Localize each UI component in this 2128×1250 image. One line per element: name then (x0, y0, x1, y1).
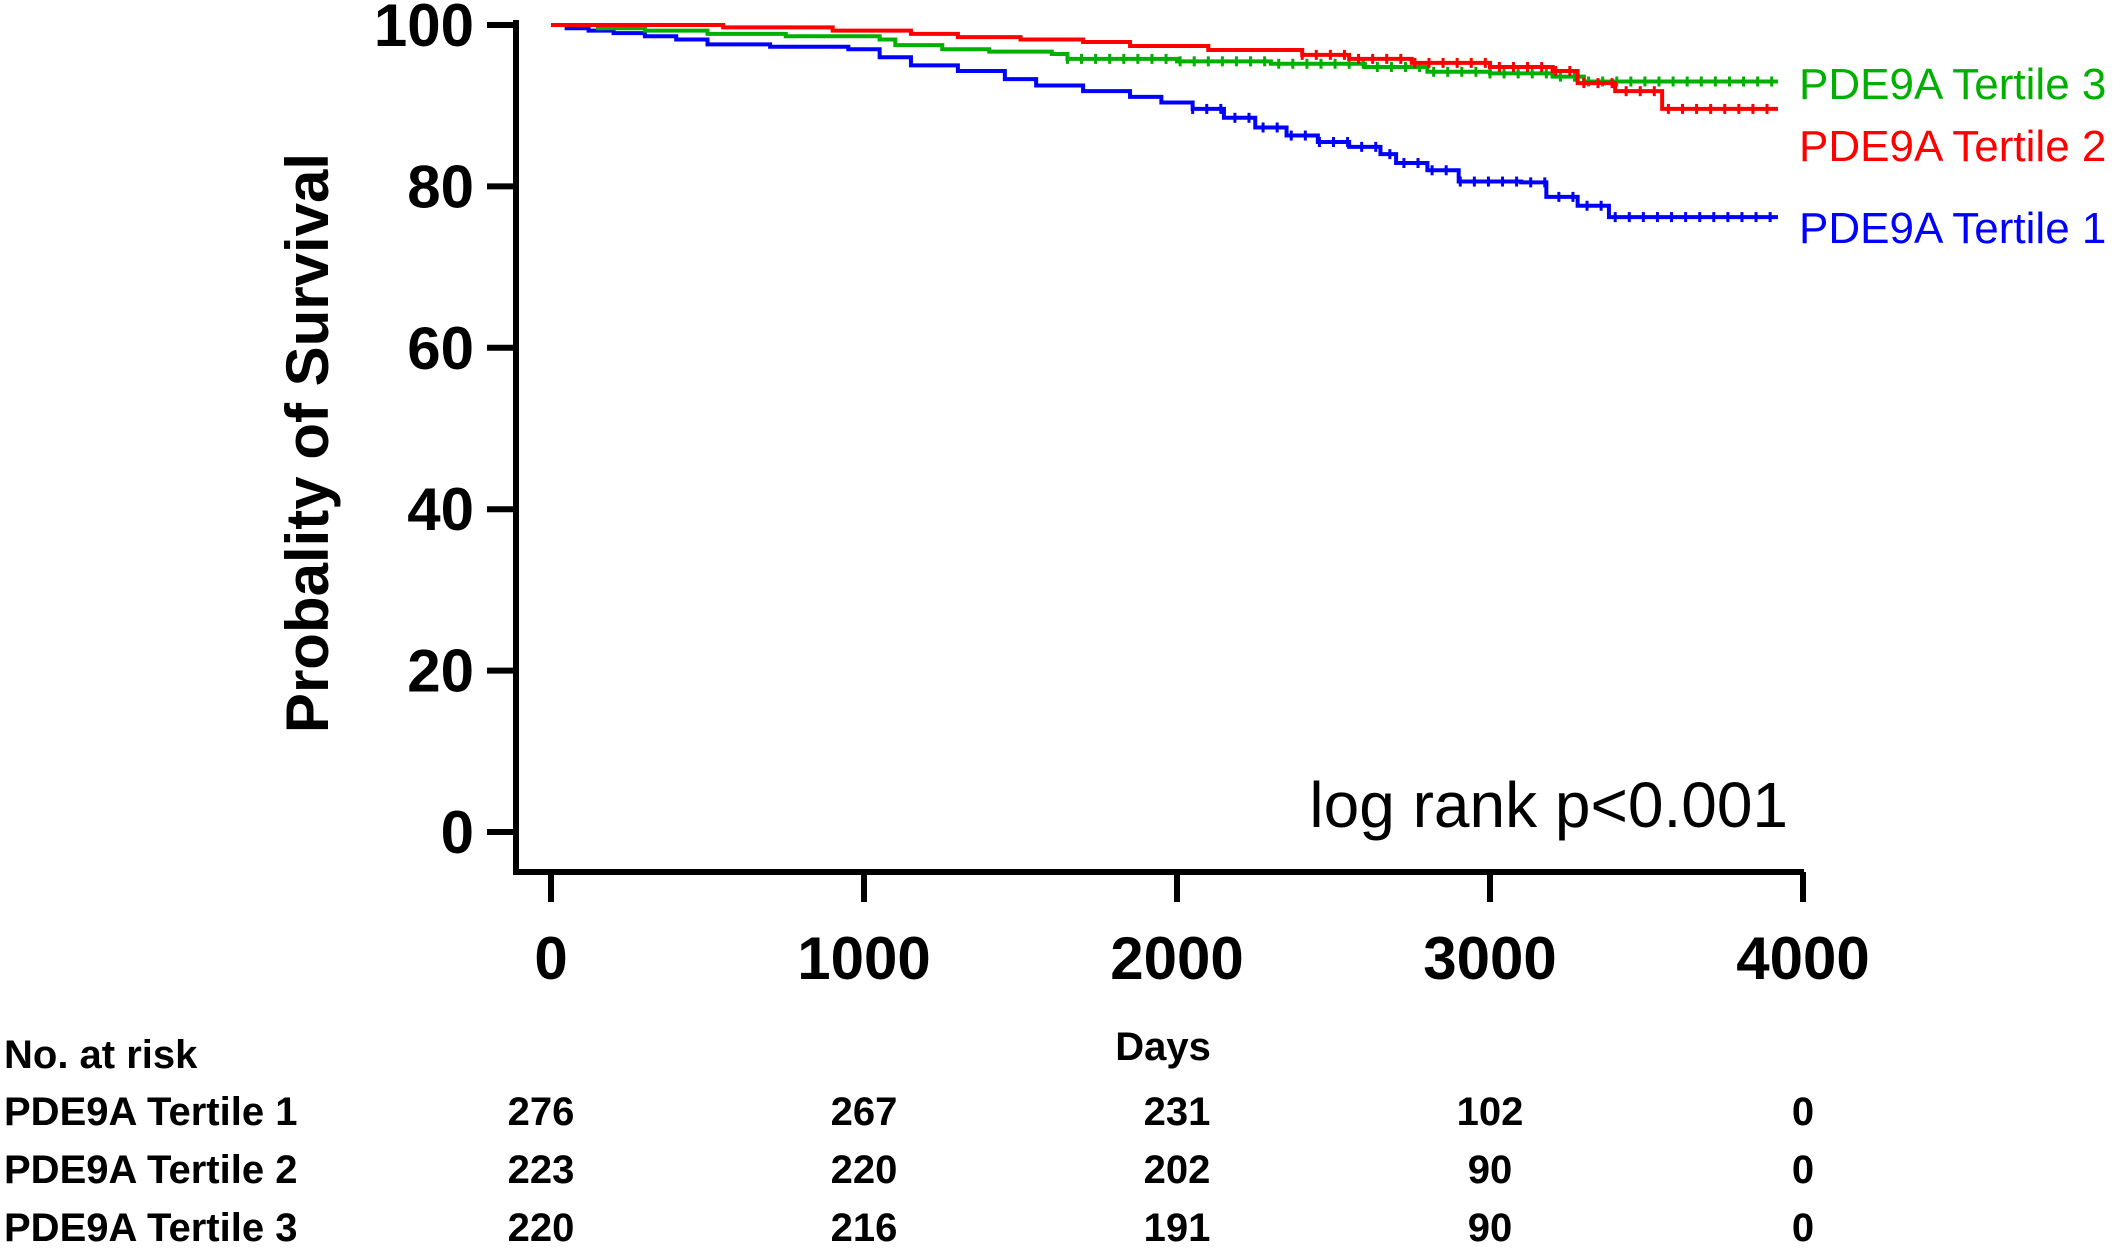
risk-count: 216 (831, 1206, 898, 1250)
risk-count: 0 (1792, 1206, 1814, 1250)
y-tick-label: 40 (407, 476, 474, 543)
series-line-1 (551, 23, 1778, 220)
risk-count: 267 (831, 1090, 898, 1134)
x-tick-label: 1000 (797, 925, 930, 992)
legend-label-tertile-2: PDE9A Tertile 2 (1799, 122, 2106, 171)
x-tick-label: 4000 (1736, 925, 1869, 992)
legend-label-tertile-1: PDE9A Tertile 1 (1799, 204, 2106, 253)
series-line-3 (551, 23, 1778, 84)
risk-table-heading: No. at risk (4, 1033, 198, 1077)
series-lines (551, 23, 1778, 223)
risk-count: 90 (1468, 1206, 1513, 1250)
risk-count: 0 (1792, 1148, 1814, 1192)
legend: PDE9A Tertile 3 PDE9A Tertile 2 PDE9A Tert… (1799, 60, 2106, 253)
risk-row-label: PDE9A Tertile 3 (4, 1206, 297, 1250)
x-axis-title: Days (1115, 1025, 1211, 1069)
y-tick-label: 80 (407, 153, 474, 220)
risk-count: 191 (1144, 1206, 1211, 1250)
risk-row-label: PDE9A Tertile 2 (4, 1148, 297, 1192)
series-line-2 (551, 23, 1778, 111)
x-tick-label: 2000 (1110, 925, 1243, 992)
risk-count: 0 (1792, 1090, 1814, 1134)
legend-label-tertile-3: PDE9A Tertile 3 (1799, 60, 2106, 109)
y-axis-ticks: 0 20 40 60 80 100 (374, 0, 516, 866)
risk-count: 102 (1457, 1090, 1524, 1134)
y-tick-label: 100 (374, 0, 474, 59)
y-tick-label: 60 (407, 315, 474, 382)
risk-count: 220 (508, 1206, 575, 1250)
risk-count: 223 (508, 1148, 575, 1192)
x-tick-label: 0 (534, 925, 567, 992)
y-tick-label: 0 (441, 799, 474, 866)
y-axis-title: Probality of Survival (274, 153, 341, 733)
risk-table: No. at risk PDE9A Tertile 1 276 267 231 102 0… (4, 1033, 1814, 1250)
y-tick-label: 20 (407, 638, 474, 705)
risk-row-label: PDE9A Tertile 1 (4, 1090, 297, 1134)
x-tick-label: 3000 (1423, 925, 1556, 992)
risk-count: 231 (1144, 1090, 1211, 1134)
risk-count: 276 (508, 1090, 575, 1134)
risk-count: 202 (1144, 1148, 1211, 1192)
log-rank-annotation: log rank p<0.001 (1309, 769, 1788, 841)
x-axis-ticks: 0 1000 2000 3000 4000 (534, 872, 1870, 992)
risk-count: 90 (1468, 1148, 1513, 1192)
risk-count: 220 (831, 1148, 898, 1192)
